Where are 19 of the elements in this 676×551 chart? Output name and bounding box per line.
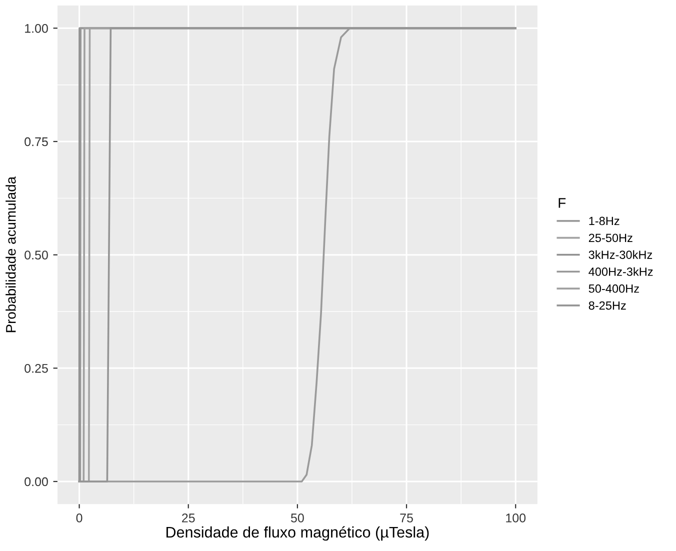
legend-title: F [558, 198, 566, 208]
y-tick-label: 0.00 [24, 477, 48, 486]
legend-label: 400Hz-3kHz [588, 267, 653, 276]
y-tick-label: 1.00 [25, 24, 48, 33]
legend-label: 50-400Hz [588, 284, 639, 293]
x-axis-title: Densidade de fluxo magnético (µTesla) [166, 526, 429, 541]
x-tick-label: 50 [290, 514, 304, 522]
legend-label: 3kHz-30kHz [588, 250, 652, 259]
x-tick-label: 25 [182, 514, 195, 522]
y-tick-label: 0.75 [24, 137, 48, 146]
x-tick-label: 75 [400, 514, 413, 522]
legend-label: 1-8Hz [589, 216, 620, 226]
legend-label: 8-25Hz [588, 301, 626, 310]
x-tick-label: 100 [506, 514, 526, 522]
legend-label: 25-50Hz [588, 234, 632, 242]
y-tick-label: 0.25 [24, 364, 48, 373]
y-axis-title: Probabilidade acumulada [6, 176, 16, 332]
x-tick-label: 0 [76, 514, 82, 522]
y-tick-label: 0.50 [24, 250, 48, 260]
